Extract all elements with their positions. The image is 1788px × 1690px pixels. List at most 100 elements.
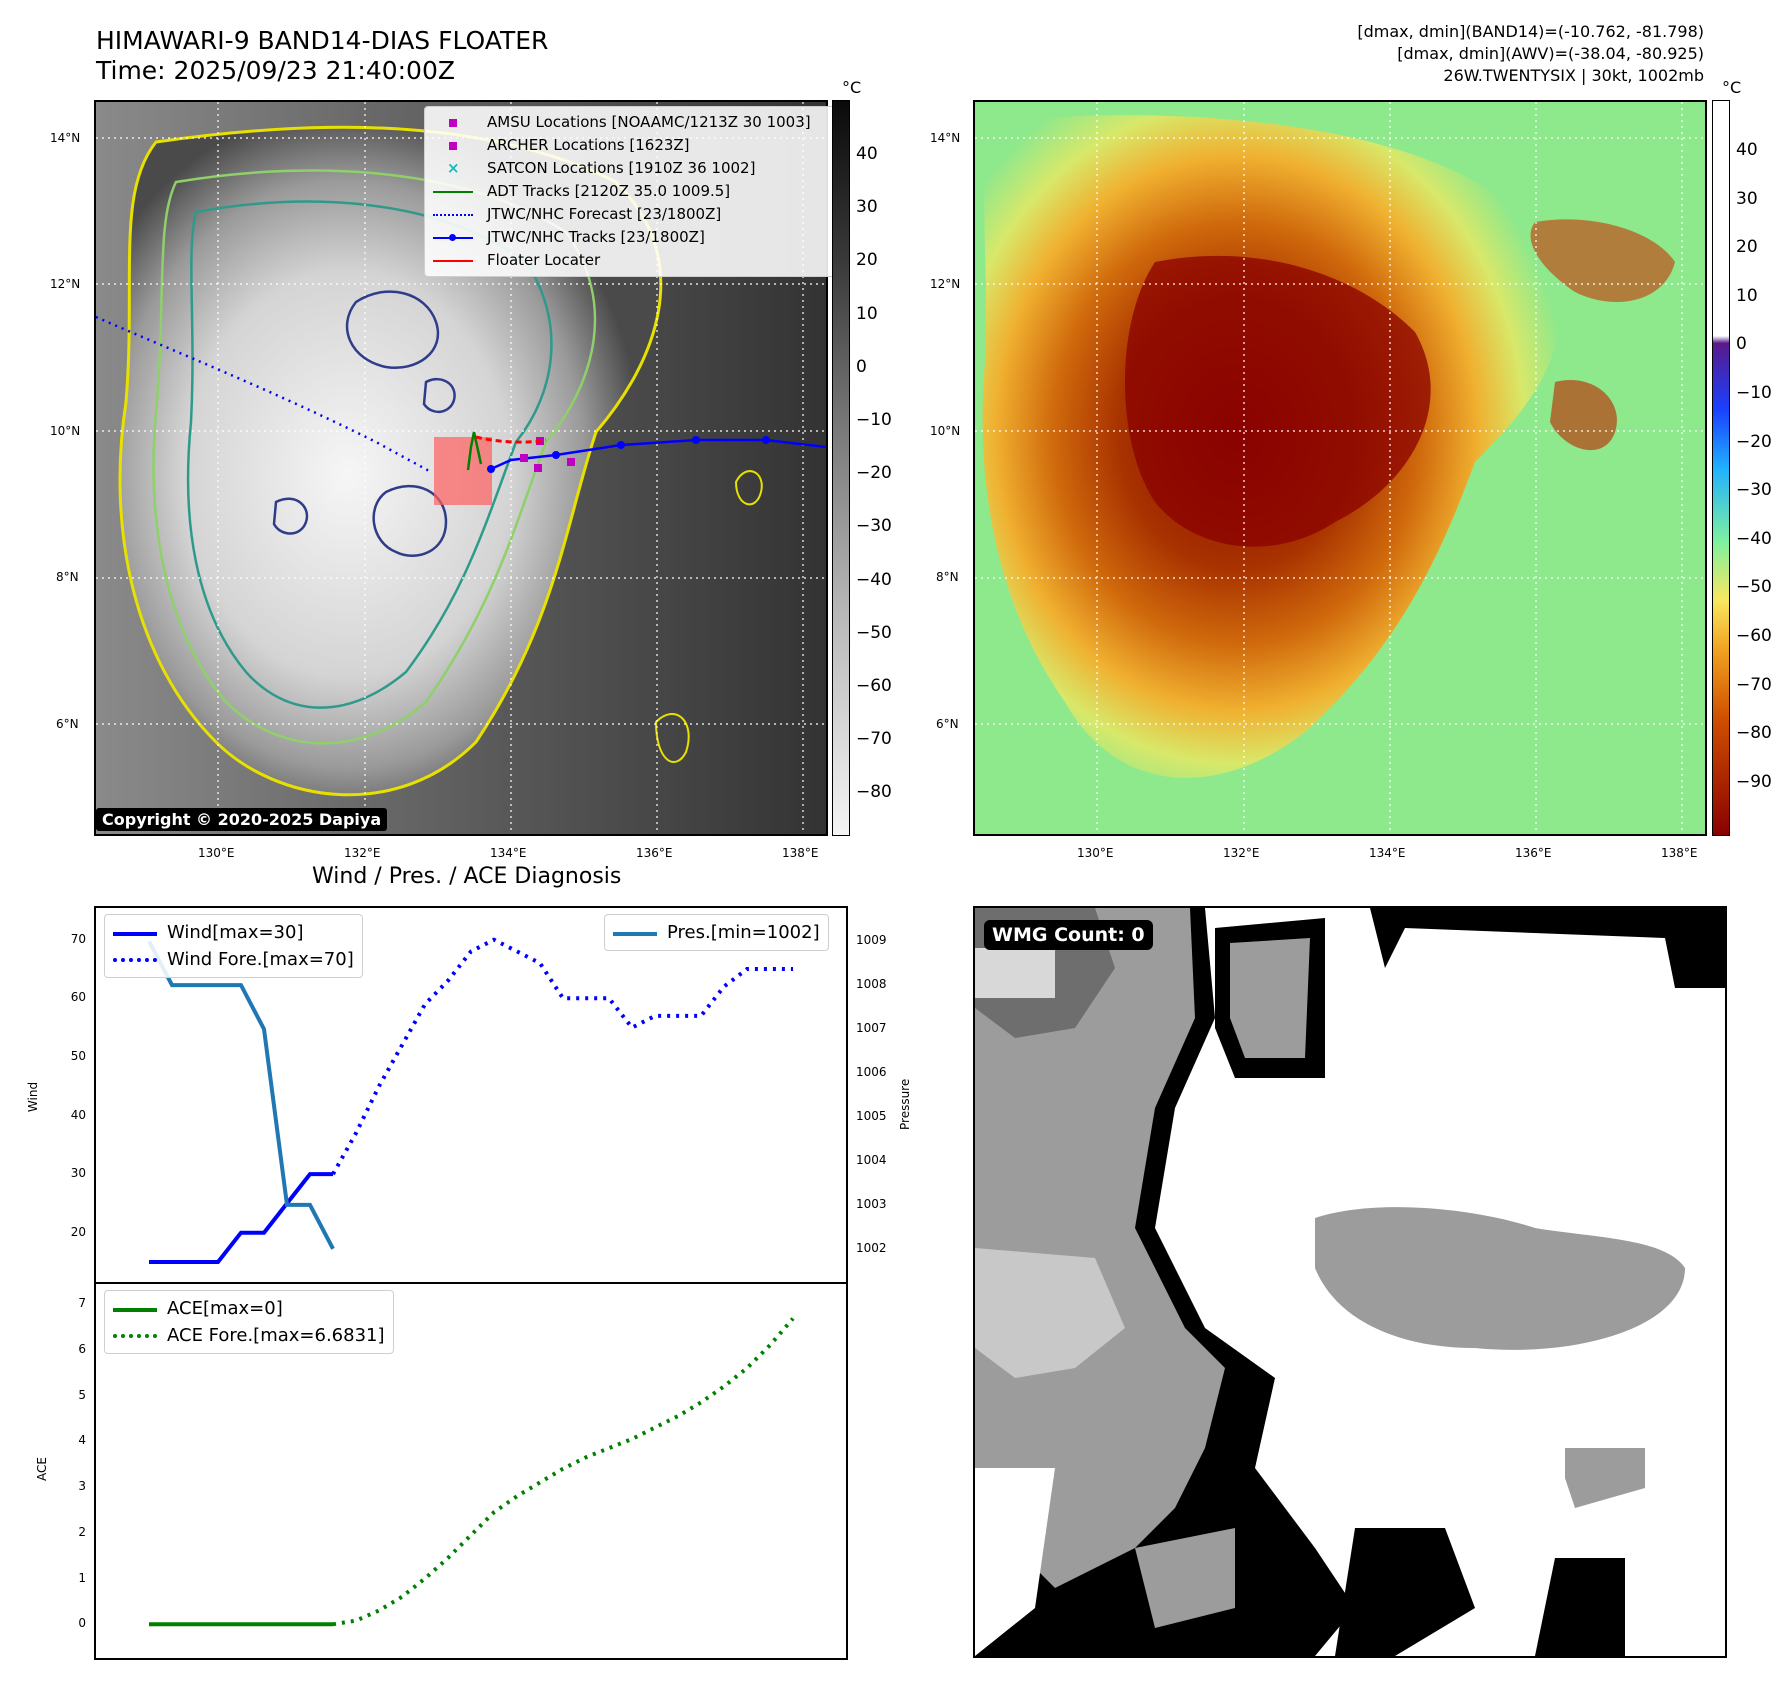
awv-map-image	[975, 102, 1705, 834]
awv-lon-label: 136°E	[1515, 846, 1552, 860]
ace-plot	[148, 1317, 795, 1627]
wmg-image	[975, 908, 1725, 1656]
colorbar-tick-label: 0	[856, 356, 867, 377]
axis-tick-label: 1002	[856, 1240, 887, 1255]
ir-legend: AMSU Locations [NOAAMC/1213Z 30 1003] AR…	[424, 106, 842, 277]
series-line-wind-fore-	[331, 937, 793, 1176]
ir-colorbar-unit: °C	[842, 78, 862, 97]
awv-lat-label: 14°N	[930, 131, 961, 145]
colorbar-tick-label: 30	[856, 197, 878, 218]
colorbar-tick-label: −80	[1736, 723, 1772, 744]
awv-lat-label: 10°N	[930, 424, 961, 438]
legend-pres: Pres.[min=1002]	[613, 919, 820, 946]
square-marker-icon	[433, 116, 477, 130]
colorbar-tick-label: −70	[1736, 674, 1772, 695]
ir-title-line1: HIMAWARI-9 BAND14-DIAS FLOATER	[96, 26, 549, 55]
ir-title-line2: Time: 2025/09/23 21:40:00Z	[96, 56, 455, 85]
series-line-wind	[149, 1172, 333, 1264]
awv-lat-label: 8°N	[936, 570, 959, 584]
ir-lat-label: 8°N	[56, 570, 79, 584]
diag-title: Wind / Pres. / ACE Diagnosis	[312, 864, 622, 889]
legend-jtwc-forecast: JTWC/NHC Forecast [23/1800Z]	[433, 203, 833, 226]
wind-ylabel: Wind	[26, 1081, 41, 1113]
dotted-line-icon	[433, 208, 477, 222]
line-dot-icon	[433, 231, 477, 245]
colorbar-tick-label: 20	[856, 250, 878, 271]
axis-tick-label: 1	[78, 1570, 86, 1585]
copyright-badge: Copyright © 2020-2025 Dapiya	[96, 808, 388, 831]
axis-tick-label: 5	[78, 1387, 86, 1402]
colorbar-tick-label: 30	[1736, 188, 1758, 209]
ir-lon-label: 130°E	[198, 846, 235, 860]
floater-locater	[434, 437, 492, 505]
legend-amsu: AMSU Locations [NOAAMC/1213Z 30 1003]	[433, 111, 833, 134]
colorbar-tick-label: 10	[856, 303, 878, 324]
awv-info-line3: 26W.TWENTYSIX | 30kt, 1002mb	[1443, 66, 1704, 85]
axis-tick-label: 6	[78, 1341, 86, 1356]
colorbar-tick-label: −10	[1736, 383, 1772, 403]
line-marker-icon	[433, 254, 477, 268]
legend-wind-fore: Wind Fore.[max=70]	[113, 946, 354, 973]
wind-pres-plot	[147, 937, 794, 1264]
x-marker-icon: ×	[447, 158, 460, 177]
ir-lat-label: 12°N	[50, 277, 81, 291]
ir-lat-label: 14°N	[50, 131, 81, 145]
colorbar-tick-label: 0	[1736, 334, 1747, 355]
axis-tick-label: 50	[70, 1048, 86, 1063]
line-marker-icon	[113, 1302, 157, 1316]
wind-legend: Wind[max=30] Wind Fore.[max=70]	[104, 914, 363, 978]
axis-tick-label: 3	[78, 1479, 86, 1493]
axis-tick-label: 1007	[856, 1021, 887, 1036]
dotted-line-icon	[113, 1329, 157, 1343]
ir-lat-label: 6°N	[56, 717, 79, 731]
colorbar-tick-label: −30	[856, 516, 892, 537]
axis-tick-label: 60	[70, 990, 86, 1005]
awv-lat-label: 6°N	[936, 717, 959, 731]
adt-track	[466, 431, 483, 471]
colorbar-tick-label: −30	[1736, 480, 1772, 501]
axis-tick-label: 7	[78, 1296, 86, 1310]
dotted-line-icon	[113, 953, 157, 967]
colorbar-tick-label: −50	[1736, 577, 1772, 598]
axis-tick-label: 1009	[856, 933, 887, 948]
colorbar-tick-label: −90	[1736, 771, 1772, 792]
line-marker-icon	[433, 185, 477, 199]
awv-lon-label: 130°E	[1077, 846, 1114, 860]
axis-tick-label: 20	[70, 1224, 86, 1239]
colorbar-tick-label: 10	[1736, 285, 1758, 306]
wmg-count-badge: WMG Count: 0	[984, 920, 1153, 950]
axis-tick-label: 70	[70, 931, 86, 946]
axis-tick-label: 1008	[856, 977, 887, 992]
colorbar-tick-label: −40	[856, 569, 892, 590]
awv-lon-label: 132°E	[1223, 846, 1260, 860]
ir-lon-label: 138°E	[782, 846, 819, 860]
colorbar-tick-label: −70	[856, 729, 892, 750]
colorbar-tick-label: −20	[1736, 431, 1772, 452]
ace-legend: ACE[max=0] ACE Fore.[max=6.6831]	[104, 1290, 394, 1354]
ir-colorbar	[832, 100, 850, 836]
awv-info-line1: [dmax, dmin](BAND14)=(-10.762, -81.798)	[1357, 22, 1704, 41]
legend-floater: Floater Locater	[433, 249, 833, 272]
wmg-map	[973, 906, 1727, 1658]
axis-tick-label: 0	[78, 1616, 86, 1631]
series-line-pres-	[147, 940, 335, 1250]
legend-ace-fore: ACE Fore.[max=6.6831]	[113, 1322, 385, 1349]
colorbar-tick-label: 20	[1736, 237, 1758, 258]
pres-ylabel: Pressure	[898, 1078, 912, 1130]
axis-tick-label: 1003	[856, 1196, 887, 1211]
colorbar-tick-label: 40	[856, 144, 878, 164]
colorbar-tick-label: −50	[856, 622, 892, 643]
colorbar-tick-label: 40	[1736, 140, 1758, 160]
axis-tick-label: 4	[78, 1433, 86, 1448]
awv-info-line2: [dmax, dmin](AWV)=(-38.04, -80.925)	[1397, 44, 1704, 63]
axis-tick-label: 1004	[856, 1152, 887, 1167]
colorbar-tick-label: −80	[856, 782, 892, 803]
axis-tick-label: 2	[78, 1524, 86, 1539]
legend-archer: ARCHER Locations [1623Z]	[433, 134, 833, 157]
colorbar-tick-label: −20	[856, 463, 892, 484]
axis-tick-label: 30	[70, 1166, 86, 1181]
awv-colorbar-unit: °C	[1722, 78, 1742, 97]
legend-jtwc-tracks: JTWC/NHC Tracks [23/1800Z]	[433, 226, 833, 249]
legend-ace: ACE[max=0]	[113, 1295, 385, 1322]
axis-tick-label: 1006	[856, 1065, 887, 1080]
